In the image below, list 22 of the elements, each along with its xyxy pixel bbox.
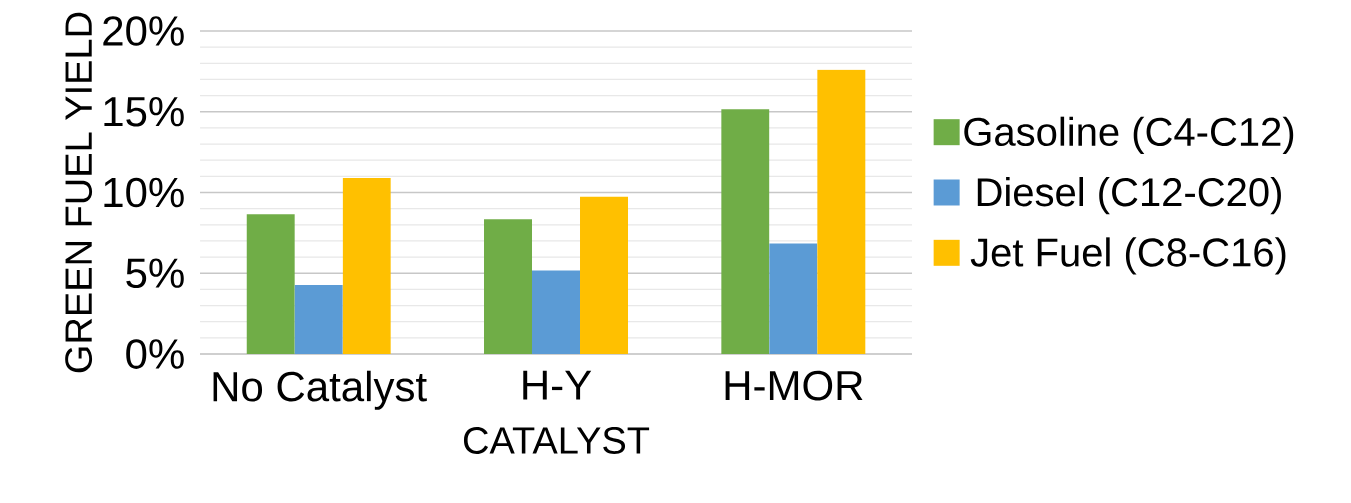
legend-label: Diesel (C12-C20) — [977, 177, 1281, 215]
x-tick-label: No Catalyst — [213, 370, 427, 410]
bar — [721, 109, 770, 354]
legend-label: Jet Fuel (C8-C16) — [970, 237, 1286, 275]
y-tick-label: 5% — [126, 258, 184, 289]
bar — [484, 219, 533, 354]
bar — [246, 214, 295, 354]
y-axis-title: GREEN FUEL YIELD — [65, 12, 93, 373]
bar — [532, 270, 581, 354]
y-tick-label: 10% — [104, 177, 184, 208]
x-tick-label: H-MOR — [725, 370, 863, 401]
legend-label: Gasoline (C4-C12) — [964, 116, 1294, 154]
bar — [769, 243, 818, 354]
bar — [342, 177, 391, 354]
bar — [817, 69, 866, 354]
y-tick-label: 15% — [104, 96, 184, 127]
x-axis-title: CATALYST — [463, 427, 650, 454]
y-tick-label: 0% — [126, 339, 184, 369]
bar — [580, 196, 629, 354]
y-tick-label: 20% — [103, 16, 184, 46]
x-tick-label: H-Y — [523, 370, 592, 400]
bar — [294, 285, 343, 354]
